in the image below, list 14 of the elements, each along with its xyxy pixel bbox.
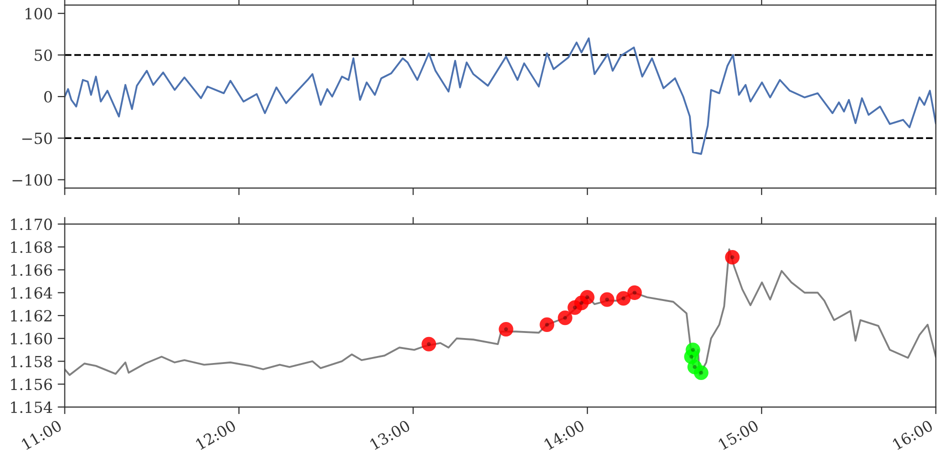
y-tick-label: 1.160 <box>11 332 52 344</box>
y-tick-label: 1.168 <box>11 241 52 253</box>
y-tick-label: 1.158 <box>11 356 52 368</box>
y-tick-label: 1.166 <box>11 264 52 276</box>
y-tick-label: 1.154 <box>11 401 52 414</box>
y-tick-label: 1.156 <box>11 378 52 390</box>
y-tick-label: 1.162 <box>11 310 52 322</box>
y-tick-label: 0 <box>44 91 52 103</box>
y-tick-label: 1.170 <box>11 218 52 230</box>
y-tick-label: −100 <box>12 174 52 186</box>
y-tick-label: 1.164 <box>11 287 52 299</box>
y-tick-label: 100 <box>26 8 52 20</box>
y-tick-label: 50 <box>34 49 52 61</box>
y-tick-label: −50 <box>22 132 52 144</box>
